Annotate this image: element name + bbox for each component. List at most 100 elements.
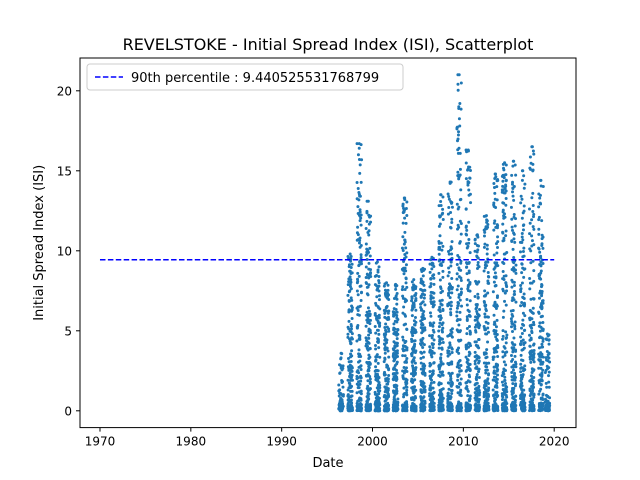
scatter-point	[366, 321, 370, 325]
scatter-point	[392, 322, 396, 326]
scatter-point	[401, 377, 405, 381]
scatter-point	[483, 230, 487, 234]
scatter-point	[539, 406, 543, 410]
scatter-point	[368, 246, 372, 250]
scatter-point	[547, 370, 551, 374]
scatter-point	[419, 361, 423, 365]
scatter-point	[437, 240, 441, 243]
scatter-point	[402, 259, 406, 263]
scatter-point	[510, 370, 514, 374]
scatter-point	[455, 310, 459, 314]
scatter-point	[447, 270, 451, 274]
scatter-point	[537, 215, 541, 219]
scatter-point	[521, 311, 525, 315]
scatter-point	[541, 404, 545, 408]
scatter-point	[465, 368, 469, 372]
scatter-point	[492, 228, 496, 232]
scatter-point	[394, 341, 398, 345]
scatter-point	[359, 298, 363, 302]
scatter-point	[429, 258, 433, 262]
scatter-point	[449, 245, 453, 249]
scatter-point	[439, 200, 443, 204]
scatter-point	[429, 290, 433, 294]
scatter-point	[523, 408, 527, 412]
scatter-point	[493, 371, 497, 375]
scatter-point	[510, 225, 514, 229]
scatter-point	[413, 331, 417, 335]
scatter-point	[540, 373, 544, 377]
scatter-point	[537, 218, 541, 222]
scatter-point	[537, 310, 541, 314]
scatter-point	[401, 374, 405, 378]
scatter-point	[512, 336, 516, 340]
scatter-point	[412, 339, 416, 343]
scatter-point	[383, 399, 387, 403]
scatter-point	[447, 334, 451, 338]
scatter-point	[428, 348, 432, 352]
scatter-point	[522, 174, 526, 178]
scatter-point	[432, 380, 436, 384]
scatter-point	[483, 393, 487, 397]
scatter-point	[512, 266, 516, 270]
scatter-point	[391, 377, 395, 381]
scatter-point	[511, 296, 515, 300]
scatter-point	[392, 340, 396, 344]
scatter-point	[441, 207, 445, 211]
scatter-point	[413, 293, 417, 297]
scatter-point	[483, 312, 487, 316]
scatter-point	[458, 358, 462, 362]
scatter-point	[412, 356, 416, 360]
x-tick-label: 1970	[85, 435, 116, 449]
scatter-point	[441, 362, 445, 366]
scatter-point	[458, 329, 462, 333]
scatter-point	[350, 369, 354, 373]
scatter-point	[410, 314, 414, 318]
scatter-point	[493, 271, 497, 275]
scatter-point	[504, 303, 508, 307]
scatter-point	[410, 337, 414, 341]
scatter-point	[465, 387, 469, 391]
scatter-point	[348, 299, 352, 303]
scatter-point	[539, 366, 543, 370]
scatter-point	[520, 232, 524, 236]
scatter-point	[438, 222, 442, 226]
scatter-point	[446, 400, 450, 404]
scatter-point	[491, 408, 495, 412]
scatter-point	[541, 345, 545, 349]
scatter-point	[528, 166, 532, 170]
scatter-point	[437, 381, 441, 385]
scatter-point	[495, 185, 499, 189]
scatter-point	[440, 388, 444, 392]
scatter-point	[501, 210, 505, 214]
scatter-point	[411, 301, 415, 305]
scatter-point	[359, 379, 363, 383]
scatter-point	[392, 400, 396, 404]
scatter-point	[395, 407, 399, 411]
scatter-point	[501, 334, 505, 338]
scatter-point	[501, 350, 505, 354]
scatter-point	[478, 307, 482, 311]
scatter-point	[364, 344, 368, 348]
scatter-point	[466, 287, 470, 291]
scatter-point	[466, 379, 470, 383]
scatter-point	[431, 386, 435, 390]
scatter-point	[428, 392, 432, 396]
scatter-point	[459, 222, 463, 226]
scatter-point	[366, 312, 370, 316]
scatter-point	[522, 254, 526, 258]
scatter-point	[429, 314, 433, 318]
scatter-point	[431, 343, 435, 347]
scatter-point	[402, 366, 406, 370]
scatter-point	[410, 308, 414, 312]
scatter-point	[456, 223, 460, 227]
scatter-point	[438, 278, 442, 282]
scatter-point	[495, 395, 499, 399]
scatter-point	[394, 355, 398, 359]
scatter-point	[465, 303, 469, 307]
scatter-point	[455, 365, 459, 369]
scatter-point	[473, 391, 477, 395]
scatter-point	[547, 403, 551, 407]
scatter-point	[493, 176, 497, 180]
scatter-point	[395, 371, 399, 375]
scatter-point	[520, 262, 524, 266]
